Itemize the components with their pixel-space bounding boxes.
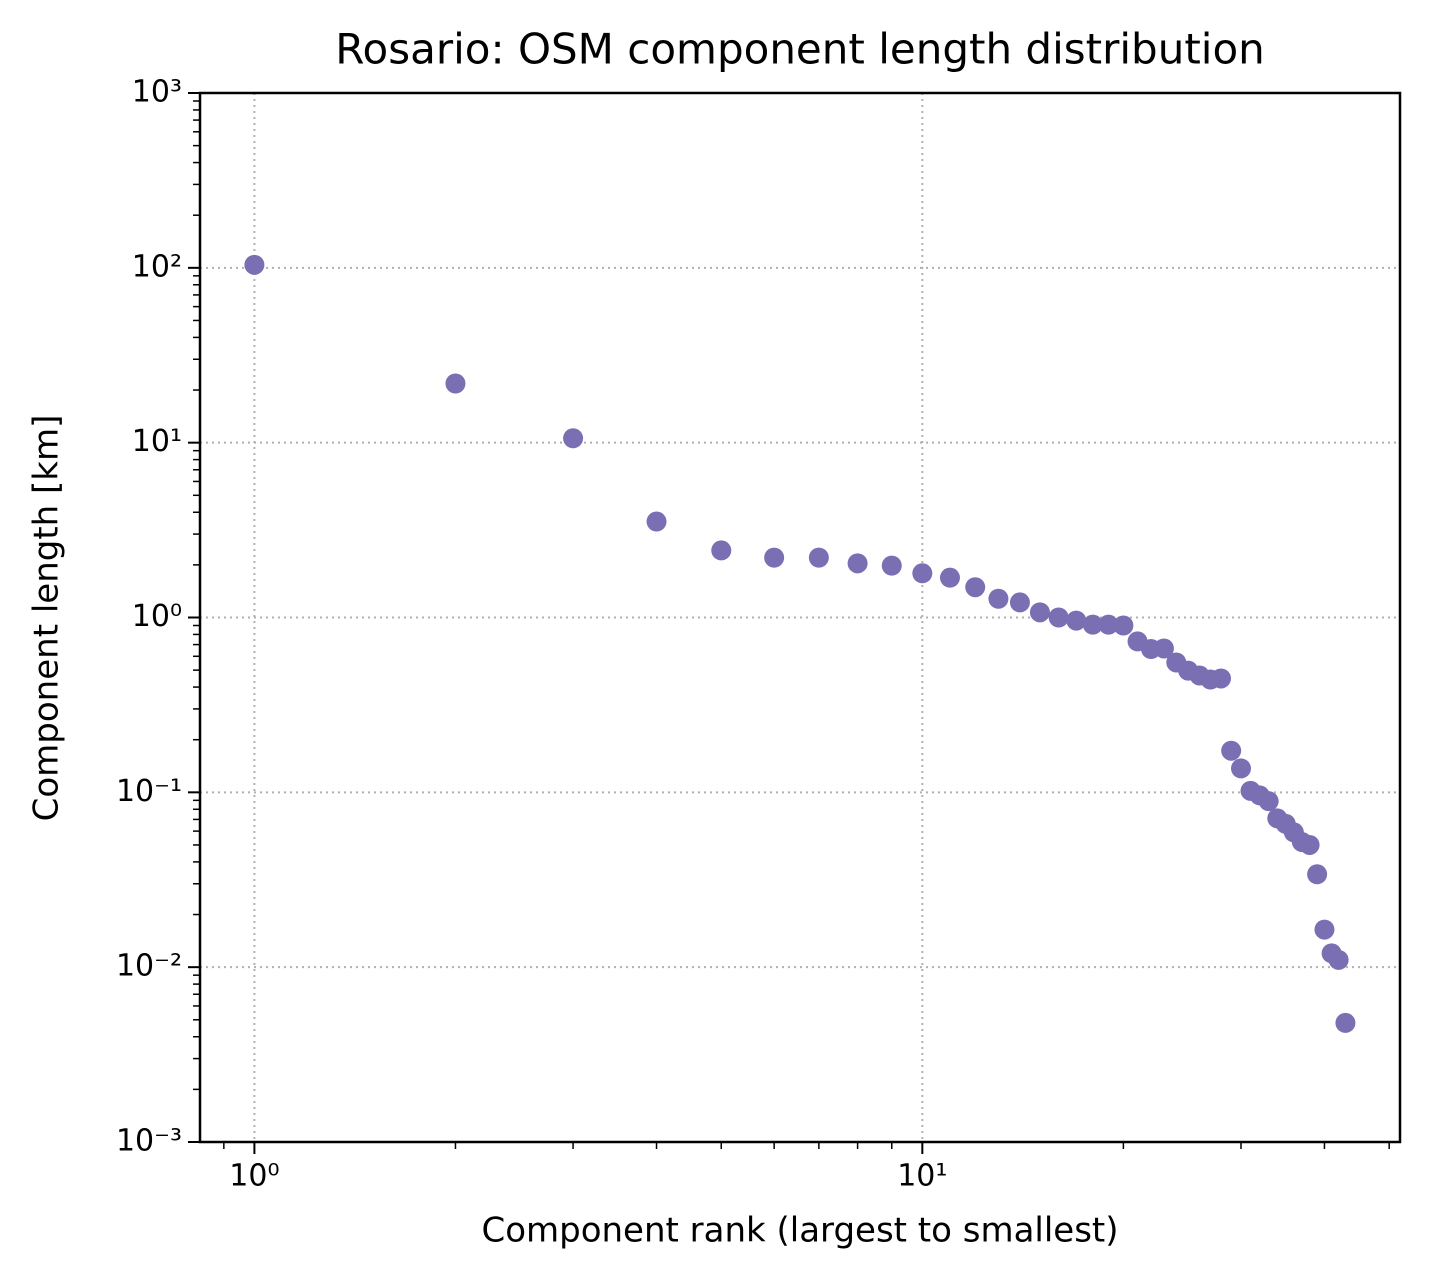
point [764,547,785,568]
y-tick-label: 10⁰ [132,599,182,634]
y-axis-label: Component length [km] [27,415,67,822]
x-axis-label: Component rank (largest to smallest) [481,1211,1118,1251]
point [988,588,1009,609]
point [847,553,868,574]
y-tick-label: 10⁻¹ [116,774,182,809]
x-tick-label: 10⁰ [229,1159,279,1194]
y-tick-label: 10⁻² [116,949,182,984]
point [1066,610,1087,631]
point [1153,638,1174,659]
point [1098,614,1119,635]
point [939,567,960,588]
point [1221,740,1242,761]
point [1082,614,1103,635]
point [1299,834,1320,855]
point [711,540,732,561]
point [1113,615,1134,636]
point [1307,864,1328,885]
point [1231,758,1252,779]
plot-frame [198,91,1402,1144]
point [1335,1012,1356,1033]
point [445,373,466,394]
y-tick-label: 10⁻³ [116,1124,182,1159]
chart-title: Rosario: OSM component length distributi… [335,25,1265,74]
point [1210,668,1231,689]
point [881,555,902,576]
point [244,254,265,275]
point [646,511,667,532]
point [912,563,933,584]
point [1048,607,1069,628]
y-tick-label: 10² [132,249,182,284]
point [1009,592,1030,613]
point [1328,949,1349,970]
point [808,547,829,568]
point [1029,602,1050,623]
point [965,577,986,598]
y-tick-label: 10¹ [132,424,182,459]
point [1314,919,1335,940]
x-tick-label: 10¹ [897,1159,947,1194]
point [563,428,584,449]
y-tick-label: 10³ [132,75,182,110]
point [1258,791,1279,812]
